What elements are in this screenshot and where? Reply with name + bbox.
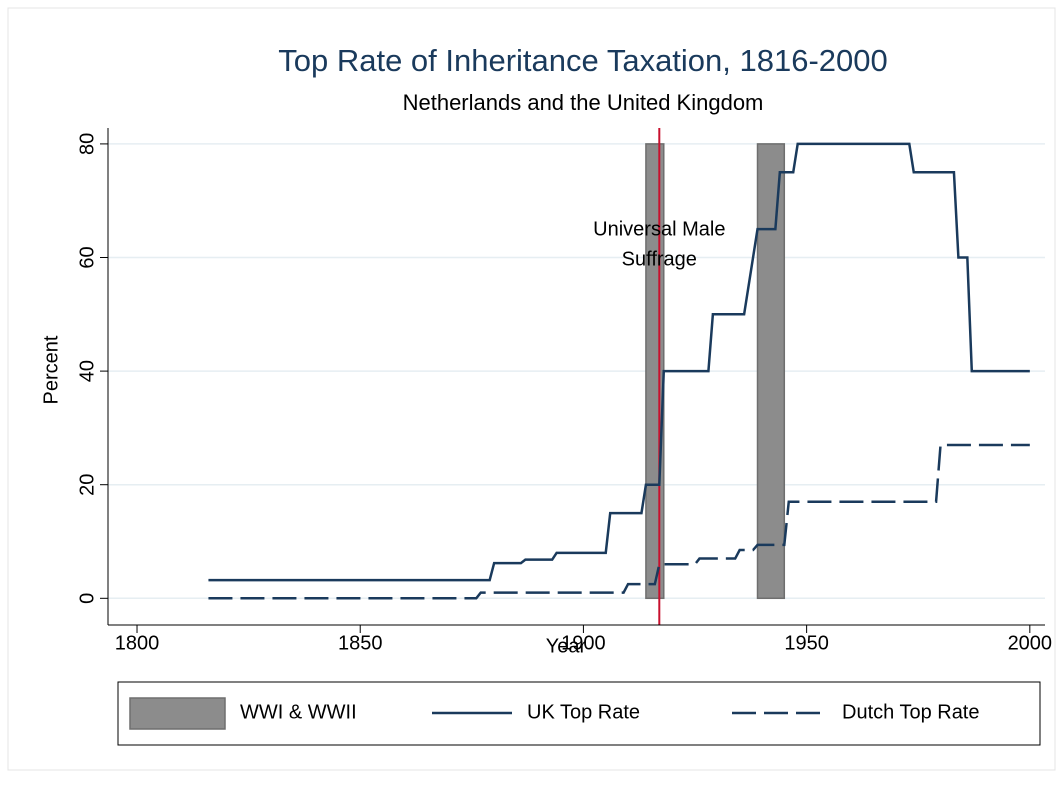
y-axis-label: Percent: [40, 335, 62, 404]
annotation: Universal Male: [593, 218, 725, 240]
y-tick-label: 20: [76, 474, 98, 496]
legend-label: UK Top Rate: [527, 701, 640, 723]
y-tick-label: 40: [76, 360, 98, 382]
series-line: [208, 142, 1030, 582]
x-tick-label: 1800: [115, 632, 160, 654]
war-period: [645, 143, 665, 600]
chart-title: Top Rate of Inheritance Taxation, 1816-2…: [278, 43, 888, 78]
x-tick-label: 1850: [338, 632, 383, 654]
legend: [117, 681, 1041, 746]
x-tick-label: 2000: [1008, 632, 1053, 654]
chart-frame: [7, 7, 1056, 771]
war-period: [756, 143, 786, 600]
legend-label: WWI & WWII: [240, 701, 357, 723]
y-tick-label: 60: [76, 246, 98, 268]
chart-subtitle: Netherlands and the United Kingdom: [403, 90, 764, 115]
annotation: Suffrage: [622, 248, 697, 270]
y-tick-label: 0: [76, 593, 98, 604]
legend-label: Dutch Top Rate: [842, 701, 980, 723]
legend-swatch: [129, 697, 226, 730]
x-tick-label: 1950: [784, 632, 829, 654]
x-tick-label: 1900: [561, 632, 606, 654]
y-tick-label: 80: [76, 133, 98, 155]
x-axis-label: Year: [546, 635, 587, 657]
series-line: [208, 443, 1030, 600]
